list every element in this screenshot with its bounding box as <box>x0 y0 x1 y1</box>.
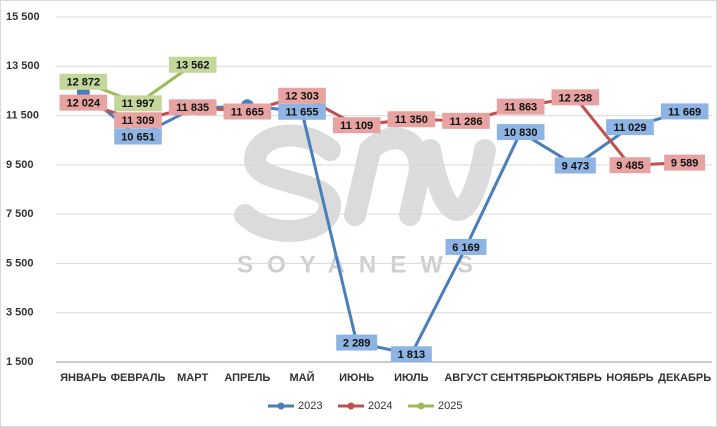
watermark: SOYANEWS <box>237 251 487 278</box>
data-label-box <box>59 73 108 90</box>
data-label: 9 589 <box>671 158 699 170</box>
data-label: 11 863 <box>504 102 537 114</box>
data-label: 11 286 <box>449 116 482 128</box>
data-label-box <box>114 112 162 129</box>
data-label: 11 350 <box>395 114 428 126</box>
x-tick-label: ЯНВАРЬ <box>60 372 107 384</box>
data-label: 11 309 <box>121 115 154 127</box>
legend-marker <box>277 402 285 410</box>
x-tick-label: НОЯБРЬ <box>606 372 654 384</box>
y-tick-label: 15 500 <box>6 11 40 23</box>
data-label: 13 562 <box>176 60 210 72</box>
data-label-box <box>387 111 436 128</box>
x-tick-label: АПРЕЛЬ <box>224 372 270 384</box>
data-label-box <box>168 99 217 116</box>
data-label: 1 813 <box>398 349 426 361</box>
data-label: 12 238 <box>559 92 593 104</box>
data-label-box <box>496 98 545 115</box>
data-label-box <box>496 124 545 141</box>
x-tick-label: ОКТЯБРЬ <box>549 372 602 384</box>
data-label-box <box>278 87 326 104</box>
data-label-box <box>606 119 654 136</box>
data-label-box <box>336 334 378 351</box>
data-label-box <box>114 95 162 112</box>
data-label: 11 029 <box>613 122 646 134</box>
data-label: 11 669 <box>668 106 701 118</box>
data-label-box <box>554 157 596 174</box>
legend-label: 2023 <box>298 400 322 412</box>
data-label-box <box>445 238 487 255</box>
data-label-box <box>59 94 108 111</box>
watermark-logo <box>234 124 496 242</box>
y-tick-label: 7 500 <box>6 208 34 220</box>
data-label: 12 872 <box>67 77 101 89</box>
data-label-box <box>660 103 709 120</box>
y-tick-label: 3 500 <box>6 307 34 319</box>
x-tick-label: МАЙ <box>289 371 314 384</box>
data-label: 2 289 <box>343 337 371 349</box>
legend-label: 2025 <box>438 400 462 412</box>
x-tick-label: ФЕВРАЛЬ <box>111 372 166 384</box>
data-label-box <box>664 154 706 171</box>
data-label-box <box>278 103 326 120</box>
data-label: 10 651 <box>121 131 155 143</box>
y-tick-label: 9 500 <box>6 159 34 171</box>
data-label: 12 303 <box>285 91 319 103</box>
data-label-box <box>390 346 432 363</box>
data-label: 12 024 <box>67 98 102 110</box>
x-tick-label: МАРТ <box>177 372 208 384</box>
data-label: 11 665 <box>231 106 264 118</box>
y-tick-label: 13 500 <box>6 60 40 72</box>
y-tick-label: 11 500 <box>6 109 39 121</box>
y-tick-label: 1 500 <box>6 356 34 368</box>
x-tick-label: ДЕКАБРЬ <box>658 372 711 384</box>
data-label: 11 109 <box>340 120 373 132</box>
legend-label: 2024 <box>368 400 392 412</box>
legend-marker <box>347 402 355 410</box>
data-label: 9 473 <box>562 160 590 172</box>
data-label: 6 169 <box>452 242 480 254</box>
data-label: 11 835 <box>176 102 209 114</box>
data-label-box <box>442 112 490 129</box>
x-tick-label: СЕНТЯБРЬ <box>490 372 551 384</box>
data-label-box <box>551 89 600 106</box>
data-label-box <box>332 117 381 134</box>
data-label: 11 997 <box>121 98 154 110</box>
data-label-box <box>223 103 272 120</box>
legend-marker <box>417 402 425 410</box>
data-label-box <box>114 128 162 145</box>
data-label: 9 485 <box>616 160 644 172</box>
data-label-box <box>168 56 217 73</box>
y-tick-label: 5 500 <box>6 257 34 269</box>
x-tick-label: АВГУСТ <box>444 372 488 384</box>
data-label: 11 655 <box>285 107 318 119</box>
data-label: 10 830 <box>504 127 538 139</box>
x-tick-label: ИЮНЬ <box>339 372 374 384</box>
x-tick-label: ИЮЛЬ <box>394 372 429 384</box>
data-label-box <box>609 157 651 174</box>
